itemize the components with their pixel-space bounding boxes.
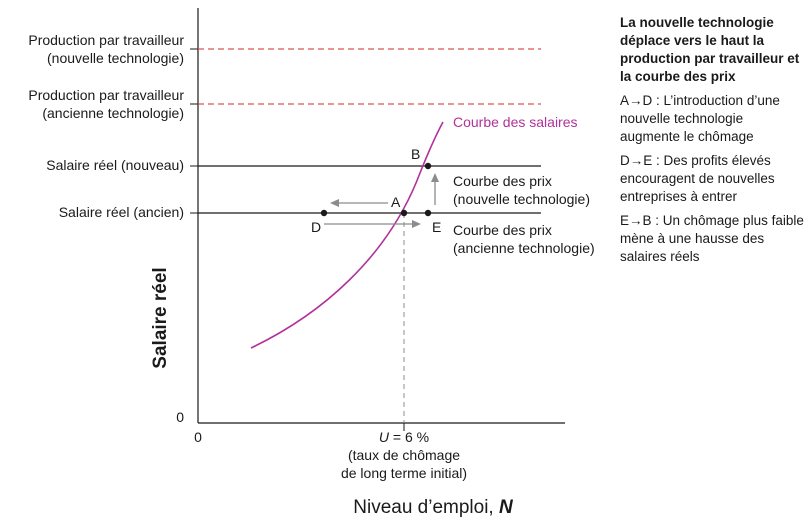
x-axis-title: Niveau d’emploi, N	[353, 497, 514, 518]
wage-old-label: Salaire réel (ancien)	[59, 204, 184, 220]
arrow-e-to-b	[431, 173, 439, 205]
price-new-label-2: (nouvelle technologie)	[453, 191, 590, 207]
arrow-d-to-e	[324, 220, 421, 228]
prod-new-label-1: Production par travailleur	[28, 32, 184, 48]
explanation-heading: La nouvelle technologie déplace vers le …	[620, 15, 800, 84]
point-e-label: E	[432, 219, 441, 235]
x-axis-title-text: Niveau d’emploi,	[353, 497, 499, 518]
wage-new-label: Salaire réel (nouveau)	[46, 157, 184, 173]
x-zero-label: 0	[194, 429, 202, 445]
u-note-2: de long terme initial)	[341, 465, 467, 481]
point-a-label: A	[391, 194, 401, 210]
prod-old-label-1: Production par travailleur	[28, 87, 184, 103]
price-old-label-1: Courbe des prix	[453, 222, 552, 238]
point-a-marker	[400, 209, 408, 217]
price-new-label-1: Courbe des prix	[453, 173, 552, 189]
wage-curve	[250, 121, 444, 349]
arrow-a-to-d	[330, 199, 388, 207]
y-zero-label: 0	[176, 409, 184, 425]
explanation-note: E→B : Un chômage plus faible mène à une …	[620, 213, 804, 264]
prod-old-label-2: (ancienne technologie)	[42, 105, 184, 121]
u-label-var: U	[379, 429, 390, 445]
explanation-note: A→D : L’introduction d’une nouvelle tech…	[620, 93, 780, 144]
point-d-label: D	[311, 219, 321, 235]
u-label-val: = 6 %	[389, 429, 429, 445]
prod-new-label-2: (nouvelle technologie)	[47, 50, 184, 66]
y-axis-title: Salaire réel	[150, 267, 171, 368]
point-b-marker	[424, 162, 432, 170]
u-note-1: (taux de chômage	[348, 447, 460, 463]
point-e-marker	[424, 209, 432, 217]
price-old-label-2: (ancienne technologie)	[453, 240, 595, 256]
wage-curve-label: Courbe des salaires	[453, 114, 578, 130]
explanation-note: D→E : Des profits élevés encouragent de …	[620, 153, 775, 204]
explanation-panel: La nouvelle technologie déplace vers le …	[620, 14, 806, 272]
point-b-label: B	[411, 146, 420, 162]
x-axis-title-var: N	[499, 497, 514, 518]
u-label: U = 6 %	[379, 429, 429, 445]
point-d-marker	[320, 209, 328, 217]
